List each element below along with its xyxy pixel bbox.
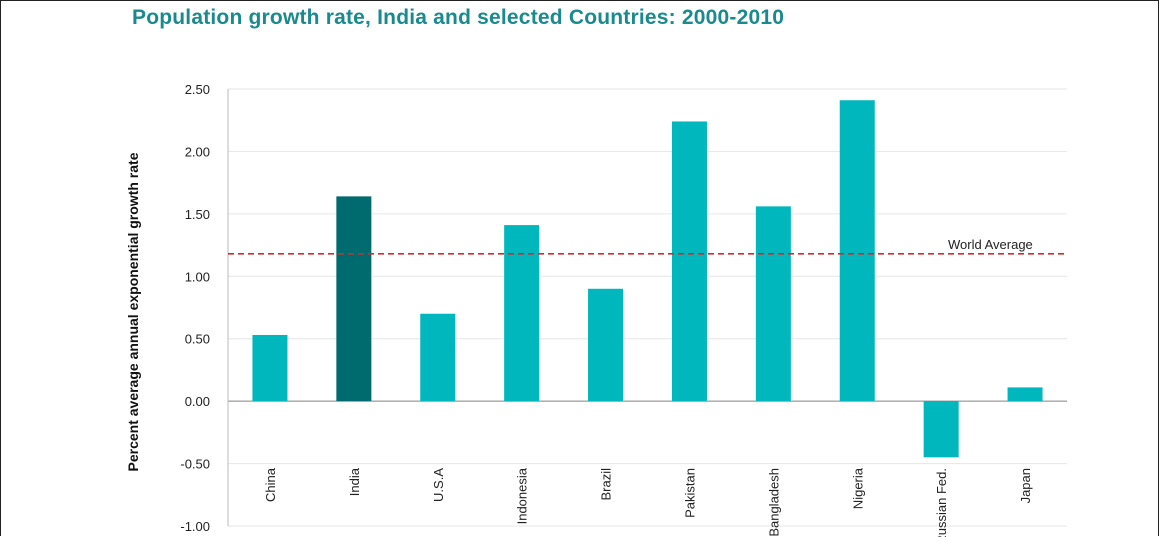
category-label: China — [263, 467, 278, 502]
category-label: Nigeria — [850, 467, 865, 509]
category-label: Russian Fed. — [934, 468, 949, 537]
y-tick-label: 0.50 — [185, 332, 210, 347]
y-tick-labels: 2.50 2.00 1.50 1.00 0.50 0.00 -0.50 -1.00 — [180, 82, 210, 534]
bar-russian-fed — [923, 401, 959, 458]
y-tick-label: 0.00 — [185, 394, 210, 409]
y-tick-label: 2.50 — [185, 82, 210, 97]
category-label: Brazil — [599, 468, 614, 501]
category-labels: China India U.S.A Indonesia Brazil Pakistan Ba… — [263, 467, 1033, 537]
chart-title: Population growth rate, India and select… — [132, 6, 785, 29]
y-tick-label: -1.00 — [180, 519, 210, 534]
y-tick-label: 1.50 — [185, 207, 210, 222]
category-label: Japan — [1018, 468, 1033, 503]
y-axis-label: Percent average annual exponential growt… — [125, 152, 141, 471]
y-tick-label: 2.00 — [185, 144, 210, 159]
bar-brazil — [588, 288, 624, 402]
y-tick-label: 1.00 — [185, 269, 210, 284]
bars — [252, 100, 1043, 458]
bar-china — [252, 334, 288, 402]
bar-pakistan — [671, 121, 707, 402]
category-label: Bangladesh — [766, 468, 781, 537]
category-label: Indonesia — [515, 467, 530, 524]
bar-nigeria — [839, 100, 875, 402]
category-label: U.S.A — [431, 468, 446, 502]
category-label: India — [347, 467, 362, 496]
bar-indonesia — [504, 225, 540, 402]
bar-u-s-a — [420, 313, 456, 402]
category-label: Pakistan — [682, 468, 697, 518]
y-tick-label: -0.50 — [180, 457, 210, 472]
bar-india — [336, 196, 372, 402]
bar-japan — [1007, 387, 1043, 402]
bar-bangladesh — [755, 206, 791, 402]
world-average-label: World Average — [948, 237, 1033, 252]
